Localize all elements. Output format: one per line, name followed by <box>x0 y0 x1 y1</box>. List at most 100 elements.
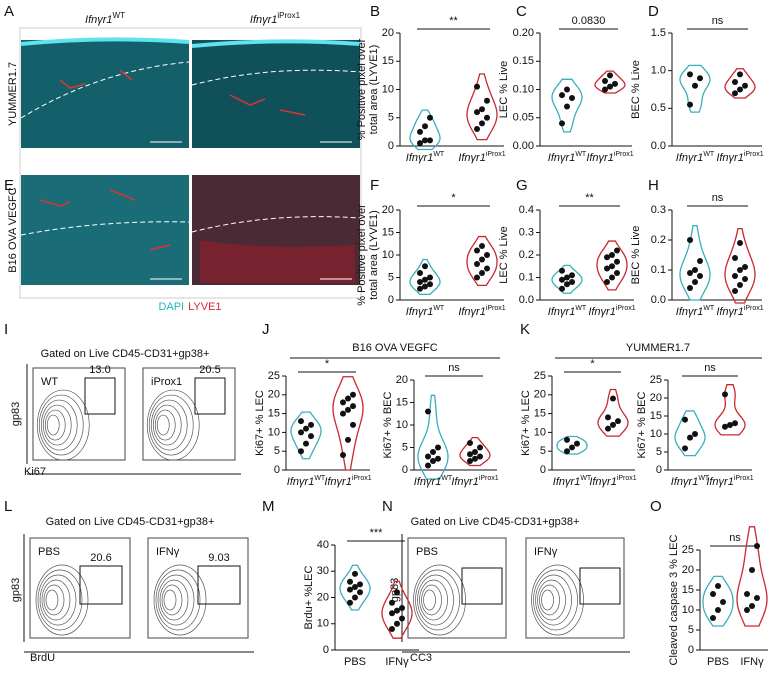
axis-label: BrdU <box>30 652 55 664</box>
data-point <box>569 444 575 451</box>
y-tick-label: 15 <box>396 396 408 408</box>
genotype: iProx1 <box>277 11 300 20</box>
micrographs <box>19 27 362 299</box>
data-point <box>607 83 613 90</box>
panel-letter: N <box>382 498 393 515</box>
data-point <box>479 243 485 249</box>
panel-letter: F <box>370 177 379 194</box>
y-tick-label: 10 <box>382 83 394 95</box>
y-tick-label: 0.10 <box>513 83 534 95</box>
category: IFNγ <box>385 656 409 668</box>
category: WT <box>314 475 326 482</box>
y-tick-label: 15 <box>534 408 546 420</box>
data-point <box>394 589 400 596</box>
data-point <box>298 448 304 455</box>
tissue-edge <box>20 37 190 46</box>
gate-title: Gated on Live CD45-CD31+gp38+ <box>411 516 580 528</box>
y-tick-label: 10 <box>268 426 280 438</box>
x-tick-label: Ifnγr1iProx1 <box>716 305 763 318</box>
panel-letter: G <box>516 177 528 194</box>
y-axis-label: LEC % Live <box>498 61 510 118</box>
data-point <box>298 429 304 436</box>
gene: Ifnγr1 <box>548 306 576 318</box>
significance: ** <box>585 192 594 204</box>
violin <box>409 258 441 296</box>
gene: Ifnγr1 <box>406 306 434 318</box>
data-point <box>687 71 693 78</box>
data-point <box>425 453 431 460</box>
x-tick-label: Ifnγr1WT <box>676 305 715 318</box>
data-point <box>715 583 721 589</box>
data-point <box>417 128 423 135</box>
x-tick-label: Ifnγr1WT <box>671 475 710 488</box>
data-point <box>687 434 693 441</box>
significance: *** <box>370 527 384 539</box>
data-point <box>569 279 575 285</box>
gate-value: 9.03 <box>208 552 229 564</box>
data-point <box>687 101 693 108</box>
stain-legend: DAPI LYVE1 <box>158 301 221 313</box>
data-point <box>574 440 580 447</box>
x-tick-label: Ifnγr1iProx1 <box>588 305 635 318</box>
data-point <box>474 274 480 281</box>
category: iProx1 <box>614 151 634 158</box>
y-axis-label: Brdu+ %LEC <box>303 566 315 630</box>
significance: * <box>325 358 330 370</box>
data-point <box>614 247 620 254</box>
category: WT <box>433 151 445 158</box>
lyve1-signal <box>200 240 355 283</box>
contour <box>159 579 189 621</box>
x-tick-label: Ifnγr1WT <box>676 151 715 164</box>
data-point <box>399 605 405 611</box>
data-point <box>350 421 356 428</box>
data-point <box>430 458 436 464</box>
data-point <box>564 274 570 281</box>
category: WT <box>433 305 445 312</box>
data-point <box>744 607 750 613</box>
y-axis-label: Cleaved caspase 3 % LEC <box>668 535 680 666</box>
panel-letter: E <box>4 177 14 194</box>
gene: Ifnγr1 <box>671 476 699 488</box>
gene: Ifnγr1 <box>676 152 704 164</box>
data-point <box>737 282 743 288</box>
data-point <box>427 281 433 288</box>
violin <box>679 224 711 301</box>
data-point <box>303 440 309 447</box>
data-point <box>357 589 363 596</box>
data-point <box>749 567 755 573</box>
significance: ns <box>712 192 724 204</box>
stain: LYVE1 <box>188 301 221 313</box>
data-point <box>399 615 405 622</box>
violin <box>702 575 734 627</box>
violin <box>596 240 628 291</box>
data-point <box>352 570 358 577</box>
contour <box>41 579 71 621</box>
data-point <box>417 140 423 147</box>
y-tick-label: 15 <box>268 408 280 420</box>
axis-label: gp83 <box>10 578 22 602</box>
violin <box>724 227 756 304</box>
gene: Ifnγr1 <box>406 152 434 164</box>
gate-value: 13.0 <box>89 364 110 376</box>
data-point <box>477 453 483 460</box>
y-tick-label: 0.15 <box>513 55 534 67</box>
data-point <box>605 414 611 421</box>
y-axis-label: total area (LYVE1) <box>368 45 380 135</box>
y-tick-label: 0.5 <box>651 102 666 114</box>
y-tick-label: 0.0 <box>651 294 666 306</box>
y-tick-label: 0 <box>656 464 662 476</box>
y-tick-label: 0 <box>688 644 694 656</box>
data-point <box>569 272 575 279</box>
category: WT <box>575 151 587 158</box>
data-point <box>612 80 618 87</box>
violin <box>679 64 711 113</box>
y-tick-label: 20 <box>382 27 394 39</box>
data-point <box>484 265 490 272</box>
panel-letter: I <box>4 321 8 338</box>
contour <box>40 399 78 451</box>
data-point <box>609 263 615 270</box>
violin <box>332 376 364 471</box>
y-tick-label: 0.2 <box>519 249 534 261</box>
data-point <box>614 270 620 276</box>
data-point <box>754 543 760 549</box>
